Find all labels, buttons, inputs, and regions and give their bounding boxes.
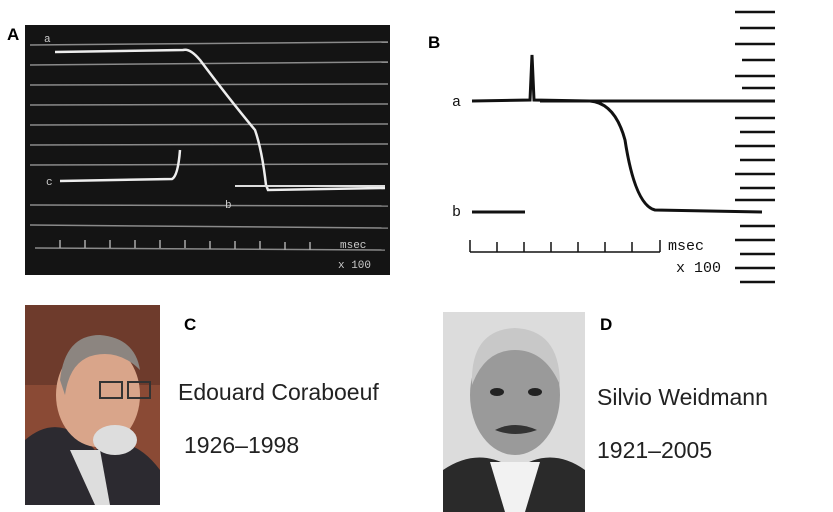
time-scale — [470, 240, 660, 252]
panel-label: A — [7, 25, 19, 44]
panel-label: C — [184, 315, 196, 334]
trace-label: c — [46, 177, 53, 189]
trace-a — [472, 55, 762, 212]
trace-label: a — [452, 94, 461, 111]
trace-label: b — [225, 200, 232, 212]
unit-label: msec — [668, 238, 704, 255]
panel-label: D — [600, 315, 612, 334]
time-marks — [735, 12, 775, 282]
scale-label: x 100 — [338, 260, 371, 272]
unit-label: msec — [340, 240, 366, 252]
portrait-photo — [443, 312, 585, 512]
person-name: Silvio Weidmann — [597, 384, 768, 410]
figure: A a c b msec x 100 B a b msec x 100 — [0, 0, 833, 512]
panel-label: B — [428, 33, 440, 52]
person-name: Edouard Coraboeuf — [178, 379, 379, 405]
trace-label: a — [44, 34, 51, 46]
person-years: 1926–1998 — [184, 432, 299, 458]
portrait-photo — [25, 305, 160, 505]
person-years: 1921–2005 — [597, 437, 712, 463]
trace-label: b — [452, 204, 461, 221]
scale-label: x 100 — [676, 260, 721, 277]
